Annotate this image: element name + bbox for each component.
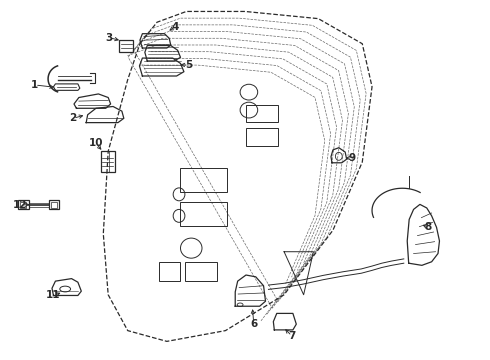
Text: 11: 11	[46, 291, 61, 301]
Text: 8: 8	[425, 222, 432, 232]
Text: 5: 5	[185, 60, 193, 70]
Bar	[159, 262, 179, 281]
Text: 9: 9	[349, 153, 356, 163]
Bar	[51, 202, 57, 208]
Bar	[49, 200, 59, 210]
Bar	[185, 262, 217, 281]
Text: 10: 10	[89, 139, 103, 148]
Bar	[101, 151, 115, 172]
Text: 6: 6	[250, 319, 257, 329]
Bar	[18, 200, 28, 210]
Text: 3: 3	[105, 33, 113, 42]
Bar	[180, 168, 227, 192]
Bar	[246, 129, 278, 145]
Bar	[180, 202, 227, 226]
Text: 2: 2	[70, 113, 76, 123]
Text: 7: 7	[288, 331, 295, 341]
Text: 4: 4	[172, 22, 179, 32]
Bar	[119, 40, 133, 51]
Text: 12: 12	[13, 200, 27, 210]
Bar	[20, 202, 26, 208]
Text: 1: 1	[31, 80, 39, 90]
Bar	[246, 105, 278, 122]
